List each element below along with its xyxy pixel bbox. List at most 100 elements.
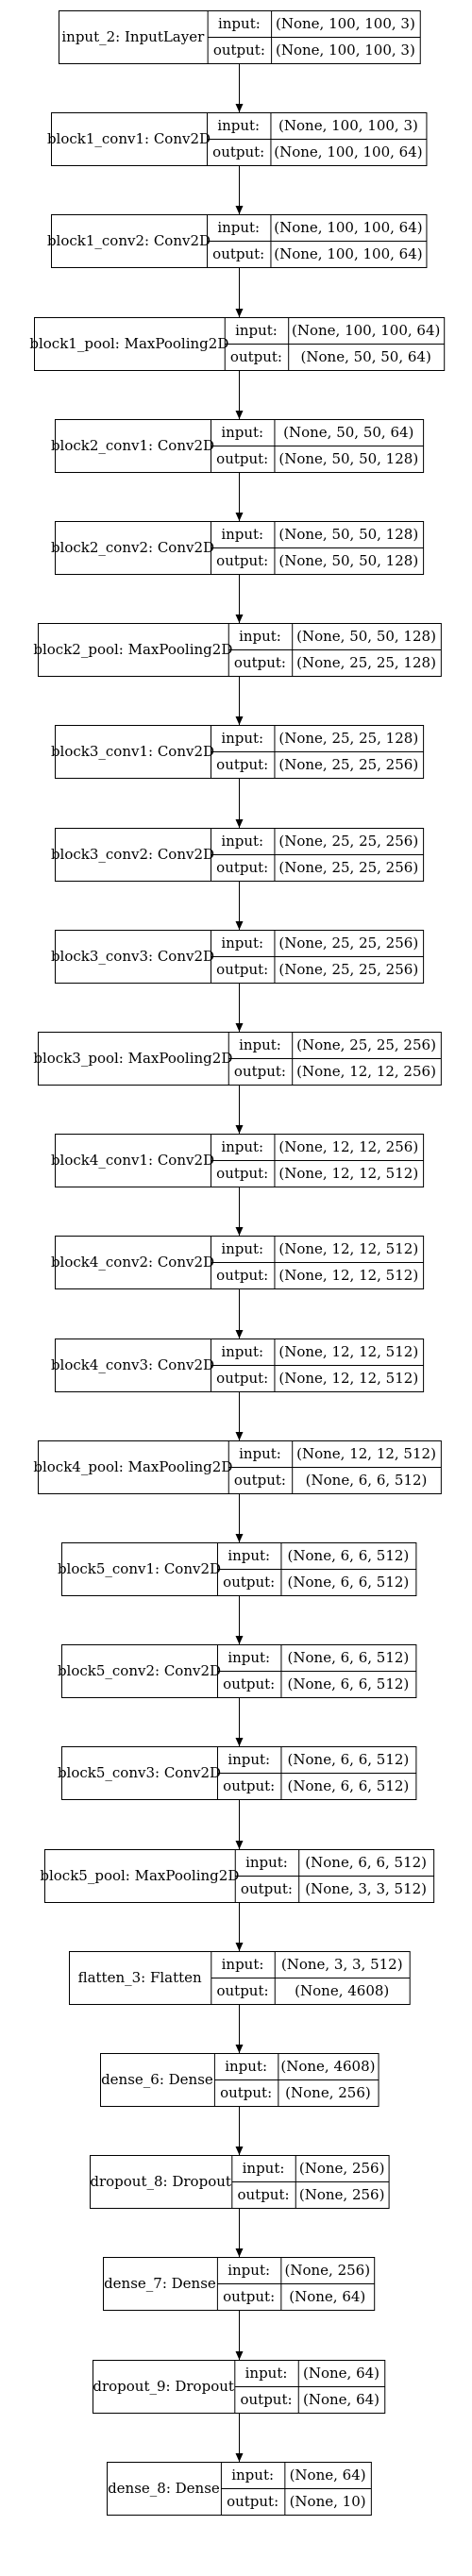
layer-name: dropout_9: Dropout [93,2378,234,2395]
input-label: input: [221,1343,263,1360]
input-shape: (None, 100, 100, 3) [278,117,418,134]
layer-node: block2_conv1: Conv2D input: output: (None, … [51,419,425,473]
input-label: input: [218,15,261,32]
input-label: input: [228,1649,270,1666]
input-shape: (None, 12, 12, 256) [278,1138,418,1155]
output-label: output: [234,1472,286,1489]
output-label: output: [234,654,286,671]
layer-name: dense_7: Dense [104,2275,216,2292]
output-shape: (None, 50, 50, 64) [301,348,431,365]
output-label: output: [223,1777,275,1794]
layer-name: dense_8: Dense [108,2480,220,2497]
output-label: output: [240,2391,292,2408]
output-shape: (None, 100, 100, 64) [274,245,422,262]
layer-node: block5_pool: MaxPooling2D input: output: (N… [40,1849,435,1903]
input-shape: (None, 6, 6, 512) [288,1649,410,1666]
input-label: input: [245,1854,288,1871]
output-label: output: [223,1574,275,1591]
output-label: output: [220,2084,272,2101]
output-label: output: [216,859,268,876]
input-shape: (None, 4608) [280,2058,375,2075]
input-label: input: [221,1138,263,1155]
layer-node: block4_conv2: Conv2D input: output: (None, … [51,1236,425,1289]
output-shape: (None, 64) [303,2391,379,2408]
output-shape: (None, 25, 25, 256) [278,961,418,978]
output-shape: (None, 6, 6, 512) [288,1675,410,1692]
output-label: output: [230,348,282,365]
input-shape: (None, 25, 25, 256) [278,934,418,951]
layer-node: block5_conv3: Conv2D input: output: (None, … [58,1746,417,1800]
output-label: output: [213,42,265,59]
input-shape: (None, 256) [299,2160,385,2177]
layer-name: block5_conv2: Conv2D [58,1662,221,1679]
output-shape: (None, 6, 6, 512) [306,1472,428,1489]
output-shape: (None, 12, 12, 256) [296,1063,436,1080]
output-label: output: [212,245,264,262]
layer-name: block1_pool: MaxPooling2D [29,335,228,352]
input-shape: (None, 6, 6, 512) [305,1854,427,1871]
input-label: input: [231,2467,274,2483]
layer-node: block1_conv2: Conv2D input: output: (None, … [47,214,428,268]
output-label: output: [227,2493,278,2510]
layer-name: block4_conv2: Conv2D [51,1254,214,1271]
output-label: output: [223,1675,275,1692]
layer-node: block1_pool: MaxPooling2D input: output: (N… [29,317,446,371]
layer-name: block5_conv1: Conv2D [58,1560,221,1577]
layer-node: block5_conv1: Conv2D input: output: (None, … [58,1542,417,1596]
layer-node: input_2: InputLayer input: output: (None, 1… [59,10,421,64]
layer-name: block2_pool: MaxPooling2D [33,641,232,658]
output-shape: (None, 12, 12, 512) [278,1267,418,1284]
output-shape: (None, 256) [299,2186,385,2203]
input-label: input: [221,730,263,747]
input-shape: (None, 25, 25, 128) [278,730,418,747]
input-label: input: [221,833,263,850]
layer-node: dense_8: Dense input: output: (None, 64) (No… [107,2462,372,2516]
input-shape: (None, 64) [290,2467,366,2483]
layer-node: block5_conv2: Conv2D input: output: (None, … [58,1644,417,1698]
input-label: input: [217,117,260,134]
output-shape: (None, 25, 25, 256) [278,859,418,876]
output-label: output: [237,2186,289,2203]
layer-node: block3_conv2: Conv2D input: output: (None, … [51,828,425,882]
output-label: output: [216,450,268,467]
output-label: output: [216,1267,268,1284]
input-label: input: [228,1547,270,1564]
layer-name: flatten_3: Flatten [78,1969,202,1986]
input-shape: (None, 25, 25, 256) [296,1036,436,1053]
input-label: input: [225,2058,267,2075]
input-shape: (None, 12, 12, 512) [278,1343,418,1360]
layer-node: dropout_8: Dropout input: output: (None, 25… [90,2155,390,2209]
layer-name: block4_conv1: Conv2D [51,1152,214,1169]
layer-node: flatten_3: Flatten input: output: (None, 3,… [69,1951,411,2005]
input-label: input: [221,934,263,951]
input-label: input: [221,526,263,543]
input-label: input: [245,2365,288,2382]
input-shape: (None, 12, 12, 512) [296,1445,436,1462]
layer-name: block3_conv2: Conv2D [51,846,214,863]
layer-node: dense_7: Dense input: output: (None, 256) (N… [103,2257,376,2311]
layer-node: block4_conv3: Conv2D input: output: (None, … [51,1339,425,1392]
output-shape: (None, 6, 6, 512) [288,1574,410,1591]
input-shape: (None, 6, 6, 512) [288,1547,410,1564]
layer-name: block3_pool: MaxPooling2D [33,1050,232,1067]
input-label: input: [228,2262,270,2279]
output-shape: (None, 4608) [295,1982,389,1999]
input-label: input: [222,1956,264,1973]
layer-node: block3_conv1: Conv2D input: output: (None, … [51,725,425,779]
input-shape: (None, 64) [303,2365,379,2382]
output-label: output: [223,2288,275,2305]
output-label: output: [212,143,264,160]
output-label: output: [216,1165,268,1182]
input-label: input: [235,322,278,339]
output-shape: (None, 64) [289,2288,365,2305]
layer-name: block4_pool: MaxPooling2D [33,1458,232,1475]
input-label: input: [243,2160,285,2177]
output-shape: (None, 25, 25, 128) [296,654,436,671]
output-label: output: [241,1880,293,1897]
output-shape: (None, 100, 100, 64) [274,143,422,160]
layer-name: block5_conv3: Conv2D [58,1764,221,1781]
input-label: input: [221,1240,263,1257]
layer-node: block2_pool: MaxPooling2D input: output: (N… [33,623,442,677]
output-shape: (None, 10) [290,2493,366,2510]
